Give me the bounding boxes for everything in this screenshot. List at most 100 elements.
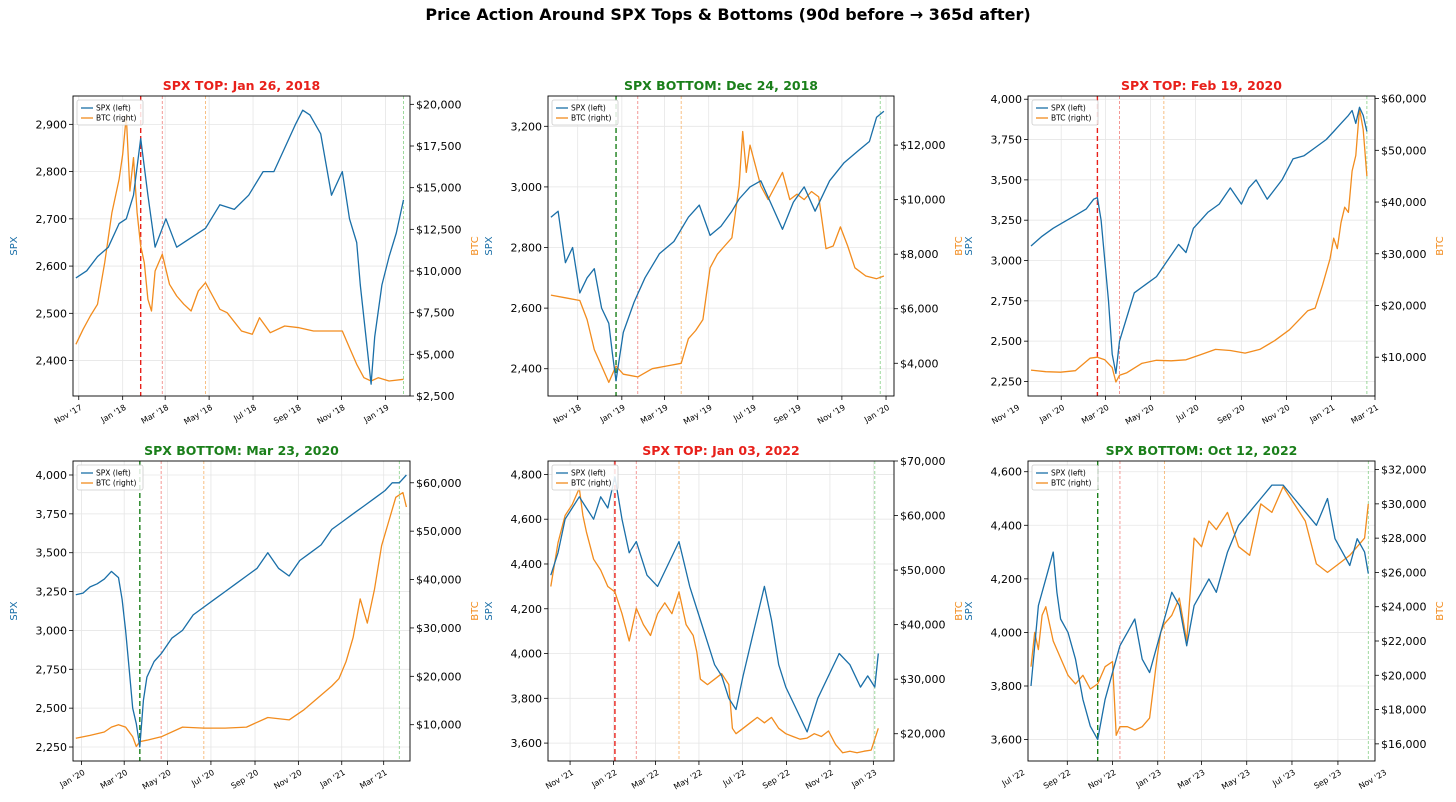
y-right-tick-label: $17,500: [416, 140, 462, 153]
y-left-tick-label: 2,500: [36, 702, 68, 715]
y-right-tick-label: $2,500: [416, 390, 455, 403]
y-right-tick-label: $8,000: [900, 248, 939, 261]
y-left-tick-label: 3,600: [991, 734, 1023, 747]
y-left-tick-label: 3,000: [991, 255, 1023, 268]
legend-box: [1031, 99, 1099, 126]
btc-line: [75, 115, 404, 382]
legend-label-spx: SPX (left): [96, 104, 131, 113]
y-right-tick-label: $60,000: [1381, 93, 1427, 106]
x-tick-label: Jul '18: [231, 403, 258, 424]
y-right-tick-label: $30,000: [1381, 248, 1427, 261]
y-right-tick-label: $12,000: [900, 139, 946, 152]
btc-line: [550, 130, 885, 384]
y-right-tick-label: $5,000: [416, 348, 455, 361]
y-left-tick-label: 2,750: [36, 663, 68, 676]
y-left-tick-label: 3,500: [991, 174, 1023, 187]
x-tick-label: Sep '18: [272, 403, 302, 426]
y-right-tick-label: $30,000: [416, 622, 462, 635]
y-left-tick-label: 2,400: [511, 363, 543, 376]
axes-frame: [1027, 95, 1376, 397]
x-tick-label: Nov '21: [544, 768, 575, 791]
y-left-tick-label: 2,250: [36, 741, 68, 754]
btc-line: [1030, 108, 1368, 383]
btc-line: [1030, 486, 1369, 736]
x-tick-label: Mar '23: [1176, 768, 1206, 791]
y-right-label: BTC: [1435, 236, 1446, 255]
legend-box: [76, 464, 144, 491]
y-left-tick-label: 2,750: [991, 295, 1023, 308]
x-tick-label: May '20: [1124, 403, 1156, 427]
y-left-tick-label: 3,800: [991, 680, 1023, 693]
y-left-tick-label: 2,250: [991, 375, 1023, 388]
y-right-tick-label: $20,000: [416, 670, 462, 683]
x-tick-label: May '22: [672, 768, 704, 792]
y-left-tick-label: 2,800: [511, 242, 543, 255]
axes-frame: [547, 460, 895, 762]
x-tick-label: Jul '20: [1174, 403, 1201, 424]
panel-title: SPX TOP: Jan 03, 2022: [642, 443, 799, 458]
y-right-label: BTC: [954, 236, 965, 255]
x-tick-label: Nov '20: [1260, 403, 1291, 426]
x-tick-label: Nov '20: [272, 768, 303, 791]
y-left-tick-label: 3,750: [36, 508, 68, 521]
y-left-tick-label: 4,600: [511, 513, 543, 526]
plot-area: [1030, 461, 1369, 761]
x-tick-label: Nov '22: [1087, 768, 1118, 791]
y-left-tick-label: 4,400: [511, 558, 543, 571]
y-right-tick-label: $28,000: [1381, 532, 1427, 545]
y-left-tick-label: 4,000: [991, 626, 1023, 639]
y-left-tick-label: 2,900: [36, 118, 68, 131]
y-left-tick-label: 2,500: [991, 335, 1023, 348]
x-tick-label: Mar '21: [358, 768, 388, 791]
y-right-tick-label: $6,000: [900, 303, 939, 316]
y-left-label: SPX: [9, 601, 20, 620]
legend-label-btc: BTC (right): [96, 479, 136, 488]
y-right-tick-label: $50,000: [1381, 144, 1427, 157]
legend-label-spx: SPX (left): [1051, 104, 1086, 113]
legend-label-btc: BTC (right): [571, 479, 611, 488]
x-tick-label: Mar '22: [630, 768, 660, 791]
legend-box: [551, 464, 619, 491]
spx-line: [75, 474, 407, 748]
legend-label-spx: SPX (left): [571, 469, 606, 478]
y-right-tick-label: $15,000: [416, 182, 462, 195]
axes-frame: [547, 95, 895, 397]
y-left-label: SPX: [484, 601, 495, 620]
y-right-tick-label: $20,000: [416, 98, 462, 111]
legend-label-btc: BTC (right): [571, 114, 611, 123]
y-left-tick-label: 3,750: [991, 134, 1023, 147]
legend-label-btc: BTC (right): [1051, 114, 1091, 123]
x-tick-label: Mar '20: [99, 768, 129, 791]
y-left-tick-label: 3,000: [36, 624, 68, 637]
x-tick-label: May '23: [1220, 768, 1252, 792]
y-left-tick-label: 3,200: [511, 120, 543, 133]
plot-area: [550, 461, 879, 761]
x-tick-label: Jul '22: [721, 768, 748, 789]
x-tick-label: Jan '20: [58, 768, 87, 790]
y-right-tick-label: $24,000: [1381, 601, 1427, 614]
x-tick-label: Nov '19: [990, 403, 1021, 426]
y-left-tick-label: 2,700: [36, 213, 68, 226]
y-left-tick-label: 4,000: [36, 469, 68, 482]
btc-line: [75, 491, 408, 748]
y-left-label: SPX: [484, 236, 495, 255]
y-right-tick-label: $16,000: [1381, 738, 1427, 751]
y-right-tick-label: $40,000: [900, 619, 946, 632]
axes-frame: [72, 460, 411, 762]
y-right-tick-label: $4,000: [900, 357, 939, 370]
panel-title: SPX BOTTOM: Oct 12, 2022: [1106, 443, 1298, 458]
x-tick-label: Nov '18: [316, 403, 347, 426]
y-left-label: SPX: [964, 601, 975, 620]
y-right-tick-label: $60,000: [416, 477, 462, 490]
y-left-tick-label: 2,400: [36, 355, 68, 368]
x-tick-label: May '19: [682, 403, 714, 427]
x-tick-label: Jan '20: [1037, 403, 1066, 425]
y-left-tick-label: 4,400: [991, 519, 1023, 532]
y-right-label: BTC: [1435, 601, 1446, 620]
y-left-tick-label: 3,250: [991, 214, 1023, 227]
legend-label-spx: SPX (left): [1051, 469, 1086, 478]
spx-line: [75, 109, 405, 385]
plot-area: [1030, 96, 1368, 396]
y-right-tick-label: $50,000: [416, 525, 462, 538]
